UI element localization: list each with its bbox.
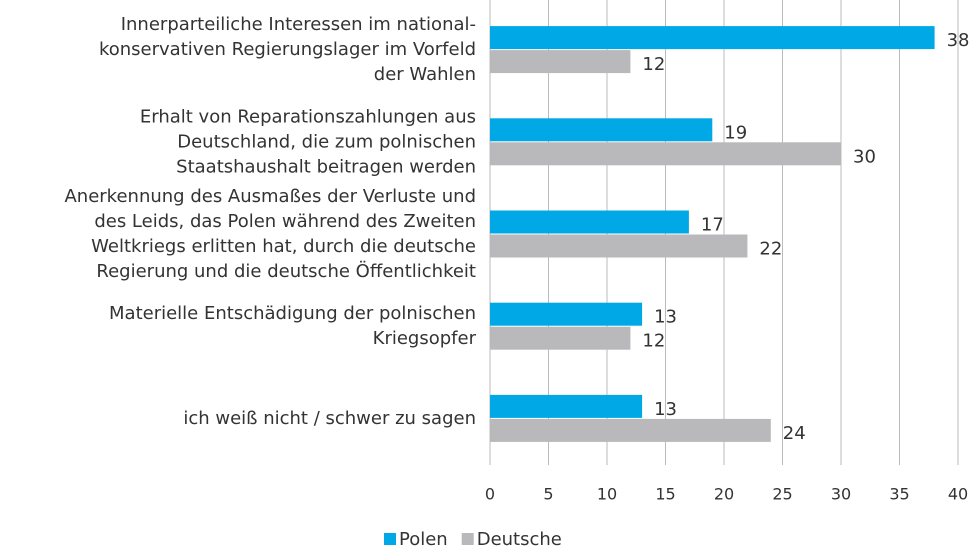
category-label: konservativen Regierungslager im Vorfeld: [99, 39, 476, 60]
value-label: 38: [947, 30, 970, 51]
legend-label: Deutsche: [477, 529, 562, 550]
category-label: ich weiß nicht / schwer zu sagen: [183, 408, 476, 429]
value-label: 17: [701, 215, 724, 236]
x-tick-label: 40: [948, 485, 968, 504]
x-tick-label: 35: [889, 485, 909, 504]
x-tick-label: 5: [543, 485, 553, 504]
bar: [490, 326, 631, 350]
legend-swatch: [384, 533, 396, 545]
bar: [490, 418, 771, 442]
category-label: des Leids, das Polen während des Zweiten: [94, 211, 476, 232]
x-tick-label: 15: [655, 485, 675, 504]
value-label: 24: [783, 423, 806, 444]
bar: [490, 394, 643, 418]
legend-swatch: [461, 533, 474, 545]
bar: [490, 210, 689, 234]
bar: [490, 26, 935, 50]
category-label: Staatshaushalt beitragen werden: [176, 156, 476, 177]
value-label: 13: [654, 307, 677, 328]
bar: [490, 234, 748, 258]
category-label: Erhalt von Reparationszahlungen aus: [140, 106, 476, 127]
value-label: 30: [853, 146, 876, 167]
category-label: Deutschland, die zum polnischen: [177, 131, 476, 152]
bar: [490, 50, 631, 74]
category-label: der Wahlen: [374, 64, 476, 85]
bar: [490, 142, 841, 166]
category-label: Regierung und die deutsche Öffentlichkei…: [96, 260, 476, 282]
value-label: 12: [642, 331, 665, 352]
category-label: Anerkennung des Ausmaßes der Verluste un…: [64, 186, 476, 207]
x-tick-label: 10: [597, 485, 617, 504]
value-label: 13: [654, 399, 677, 420]
category-label: Innerparteiliche Interessen im national-: [121, 14, 476, 35]
x-tick-label: 0: [485, 485, 495, 504]
value-label: 19: [724, 122, 747, 143]
x-tick-label: 20: [714, 485, 734, 504]
x-tick-label: 25: [772, 485, 792, 504]
value-label: 22: [759, 239, 782, 260]
legend-label: Polen: [399, 529, 448, 550]
category-label: Weltkriegs erlitten hat, durch die deuts…: [91, 236, 476, 257]
category-label: Kriegsopfer: [373, 328, 477, 349]
value-label: 12: [642, 54, 665, 75]
category-label: Materielle Entschädigung der polnischen: [109, 303, 476, 324]
x-tick-label: 30: [831, 485, 851, 504]
bar: [490, 302, 643, 326]
bar: [490, 118, 713, 142]
